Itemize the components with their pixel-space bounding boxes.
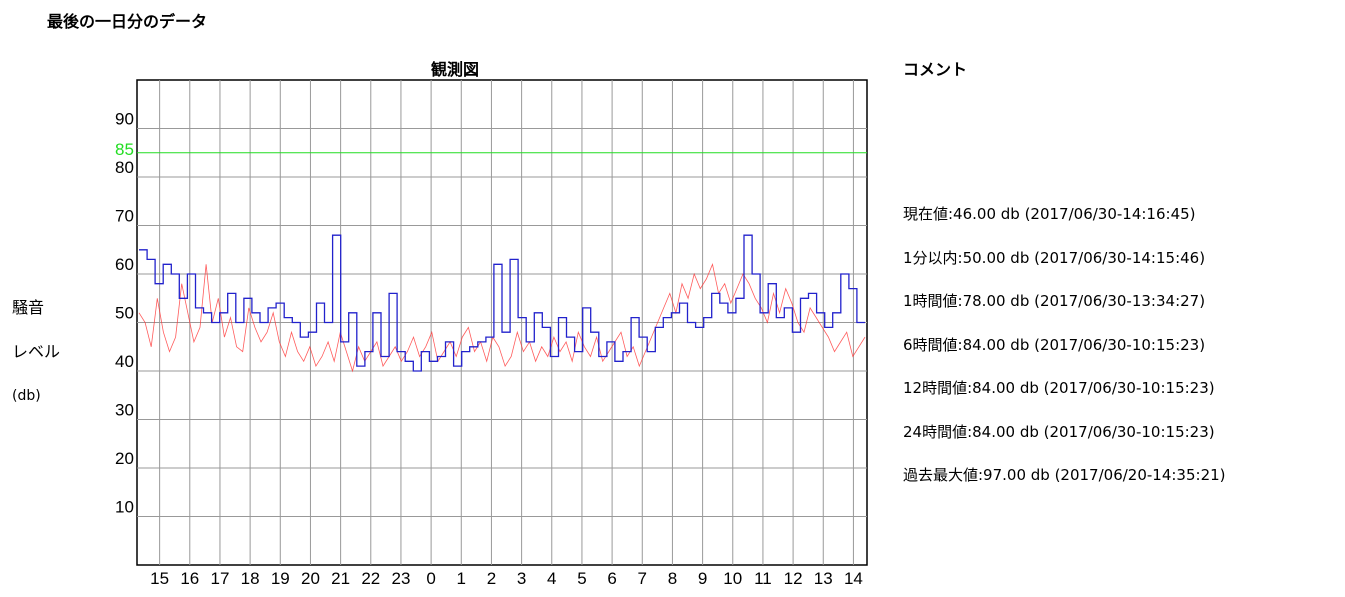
x-tick-label: 20: [301, 569, 320, 588]
threshold-label: 85: [115, 140, 134, 159]
x-tick-label: 8: [668, 569, 677, 588]
page-title: 最後の一日分のデータ: [47, 12, 208, 31]
y-tick-label: 60: [115, 255, 134, 274]
y-axis-label-line: (db): [12, 388, 41, 404]
x-tick-label: 22: [361, 569, 380, 588]
stat-1min: 1分以内:50.00 db (2017/06/30-14:15:46): [903, 248, 1206, 267]
stat-12hour: 12時間値:84.00 db (2017/06/30-10:15:23): [903, 379, 1215, 397]
y-tick-label: 70: [115, 207, 134, 226]
y-tick-label: 50: [115, 304, 134, 323]
comment-section: コメント: [903, 56, 967, 80]
x-tick-label: 4: [547, 569, 556, 588]
x-tick-label: 3: [517, 569, 526, 588]
x-tick-label: 16: [180, 569, 199, 588]
x-tick-label: 15: [150, 569, 169, 588]
x-tick-label: 0: [426, 569, 435, 588]
x-tick-label: 1: [457, 569, 466, 588]
averaged-noise-series: [139, 234, 865, 372]
y-tick-label: 80: [115, 158, 134, 177]
y-axis-label-line: 騒音: [12, 298, 45, 317]
y-tick-label: 20: [115, 449, 134, 468]
y-axis-label-line: レベル: [12, 342, 61, 361]
x-tick-label: 12: [784, 569, 803, 588]
x-tick-label: 11: [754, 569, 772, 588]
stat-24hour: 24時間値:84.00 db (2017/06/30-10:15:23): [903, 422, 1215, 441]
x-tick-label: 19: [271, 569, 290, 588]
x-tick-label: 23: [391, 569, 410, 588]
x-tick-label: 2: [487, 569, 496, 588]
stat-6hour: 6時間値:84.00 db (2017/06/30-10:15:23): [903, 335, 1206, 354]
x-tick-label: 7: [638, 569, 647, 588]
comment-title: コメント: [903, 60, 968, 79]
x-tick-label: 6: [607, 569, 616, 588]
stats-list: 現在値:46.00 db (2017/06/30-14:16:45) 1分以内:…: [903, 200, 1226, 505]
x-tick-label: 10: [723, 569, 742, 588]
y-tick-label: 90: [115, 110, 134, 129]
stat-current: 現在値:46.00 db (2017/06/30-14:16:45): [903, 205, 1196, 223]
chart-title: 観測図: [430, 60, 479, 79]
x-tick-label: 14: [844, 569, 863, 588]
x-tick-label: 5: [577, 569, 586, 588]
x-tick-label: 9: [698, 569, 707, 588]
stat-1hour: 1時間値:78.00 db (2017/06/30-13:34:27): [903, 292, 1206, 310]
x-tick-label: 21: [331, 569, 350, 588]
x-tick-label: 13: [814, 569, 833, 588]
y-axis-label: 騒音 レベル (db): [12, 286, 60, 418]
y-tick-label: 30: [115, 401, 134, 420]
x-tick-label: 18: [241, 569, 260, 588]
x-tick-label: 17: [210, 569, 229, 588]
y-tick-label: 40: [115, 352, 134, 371]
y-tick-label: 10: [115, 498, 134, 517]
stat-all-time-max: 過去最大値:97.00 db (2017/06/20-14:35:21): [903, 466, 1226, 484]
